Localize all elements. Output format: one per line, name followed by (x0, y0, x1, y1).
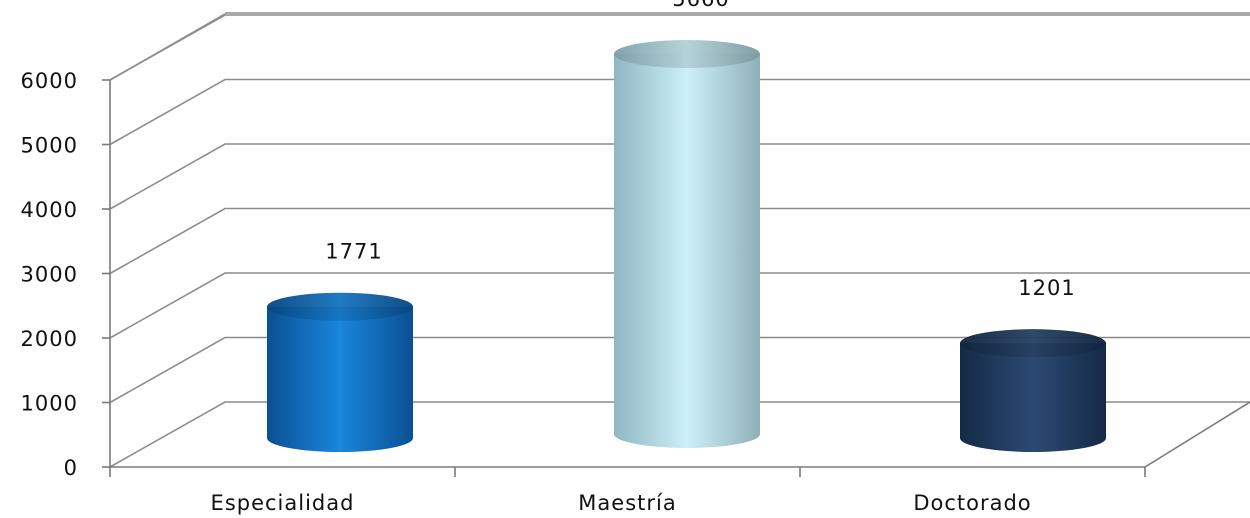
bar-maestría (614, 40, 760, 448)
bars (267, 40, 1106, 452)
gridline (109, 272, 1250, 339)
y-tick-label: 5000 (21, 134, 78, 158)
x-tick-label: Doctorado (913, 491, 1031, 515)
axes (102, 79, 1250, 477)
bar-especialidad (267, 292, 413, 452)
bar-body (614, 54, 760, 448)
x-tick-label: Especialidad (211, 491, 355, 515)
y-tick-label: 4000 (21, 198, 78, 222)
bar-top-shade (614, 40, 760, 68)
bar-top-shade (960, 329, 1106, 358)
y-tick-label: 3000 (21, 263, 78, 287)
gridline (109, 401, 1250, 468)
gridline (109, 336, 1250, 404)
labels: 0 1000 2000 3000 4000 5000 6000 1771 Especialida… (21, 0, 1075, 515)
gridline (109, 13, 226, 81)
data-label: 1201 (1018, 276, 1075, 300)
data-label: 5660 (672, 0, 729, 11)
gridline (109, 207, 1250, 275)
bar-doctorado (960, 329, 1106, 452)
y-tick-label: 0 (64, 456, 78, 480)
data-label: 1771 (325, 240, 382, 264)
bar-body (960, 343, 1106, 452)
y-tick-label: 6000 (21, 69, 78, 93)
gridline (109, 78, 1250, 146)
bar-top (614, 40, 760, 68)
y-tick-label: 2000 (21, 327, 78, 351)
gridline (109, 143, 1250, 210)
bar-top (960, 329, 1106, 358)
bar-top-shade (267, 292, 413, 321)
gridlines (109, 12, 1250, 468)
bar-body (267, 306, 413, 452)
y-tick-label: 1000 (21, 392, 78, 416)
bar-top (267, 292, 413, 321)
x-tick-label: Maestría (578, 491, 676, 515)
